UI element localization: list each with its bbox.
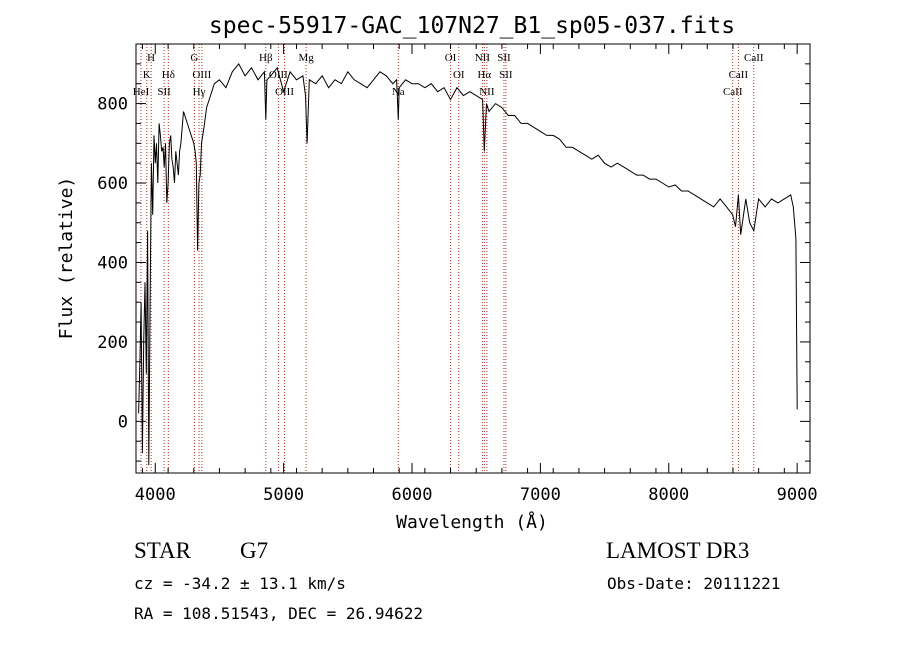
observation-date: Obs-Date: 20111221 <box>607 574 781 593</box>
x-tick-label: 5000 <box>263 485 304 505</box>
line-marker-label: OIII <box>192 69 211 81</box>
line-marker-label: SII <box>497 52 511 64</box>
y-tick-label: 200 <box>97 333 128 353</box>
axis-tick-labels: 4000 5000 6000 7000 8000 9000 0 200 400 600 800 <box>97 95 817 505</box>
x-tick-label: 7000 <box>520 485 561 505</box>
line-marker-label: Mg <box>298 52 314 64</box>
line-marker-label: CaII <box>729 69 749 81</box>
line-marker-label: CaII <box>744 52 764 64</box>
line-marker-label: Hδ <box>162 69 175 81</box>
line-marker-label: HeI <box>133 86 150 98</box>
plot-frame <box>135 43 811 474</box>
y-tick-label: 600 <box>97 174 128 194</box>
line-marker-label: Hγ <box>193 86 206 98</box>
object-subclass: G7 <box>240 538 269 563</box>
chart-title: spec-55917-GAC_107N27_B1_sp05-037.fits <box>209 13 735 39</box>
x-axis-label: Wavelength (Å) <box>396 511 548 533</box>
y-tick-label: 0 <box>118 412 128 432</box>
survey-name: LAMOST DR3 <box>606 538 750 563</box>
line-marker-label: H <box>147 52 155 64</box>
line-marker-label: SII <box>499 69 513 81</box>
line-marker-label: OIII <box>275 86 294 98</box>
line-marker-label: NII <box>479 86 495 98</box>
x-tick-label: 9000 <box>777 485 818 505</box>
y-tick-label: 800 <box>97 95 128 115</box>
line-marker-label: Na <box>392 86 405 98</box>
redshift-velocity: cz = -34.2 ± 13.1 km/s <box>134 574 346 593</box>
x-tick-label: 8000 <box>648 485 689 505</box>
line-marker-label: Hβ <box>259 52 273 64</box>
x-tick-label: 4000 <box>135 485 176 505</box>
line-marker-label: OI <box>445 52 457 64</box>
line-marker-label: NII <box>475 52 491 64</box>
y-tick-label: 400 <box>97 253 128 273</box>
line-marker-label: SII <box>157 86 171 98</box>
axis-ticks <box>136 44 811 473</box>
object-class: STAR <box>134 538 191 563</box>
spectrum-line <box>138 63 798 466</box>
line-markers <box>140 44 755 473</box>
line-marker-label: K <box>143 69 151 81</box>
x-tick-label: 6000 <box>392 485 433 505</box>
line-marker-label: Hα <box>477 69 491 81</box>
line-marker-label: G <box>190 52 198 64</box>
y-axis-label: Flux (relative) <box>56 177 77 340</box>
line-marker-label: OI <box>453 69 465 81</box>
coordinates: RA = 108.51543, DEC = 26.94622 <box>134 604 423 623</box>
line-marker-label: CaII <box>723 86 743 98</box>
